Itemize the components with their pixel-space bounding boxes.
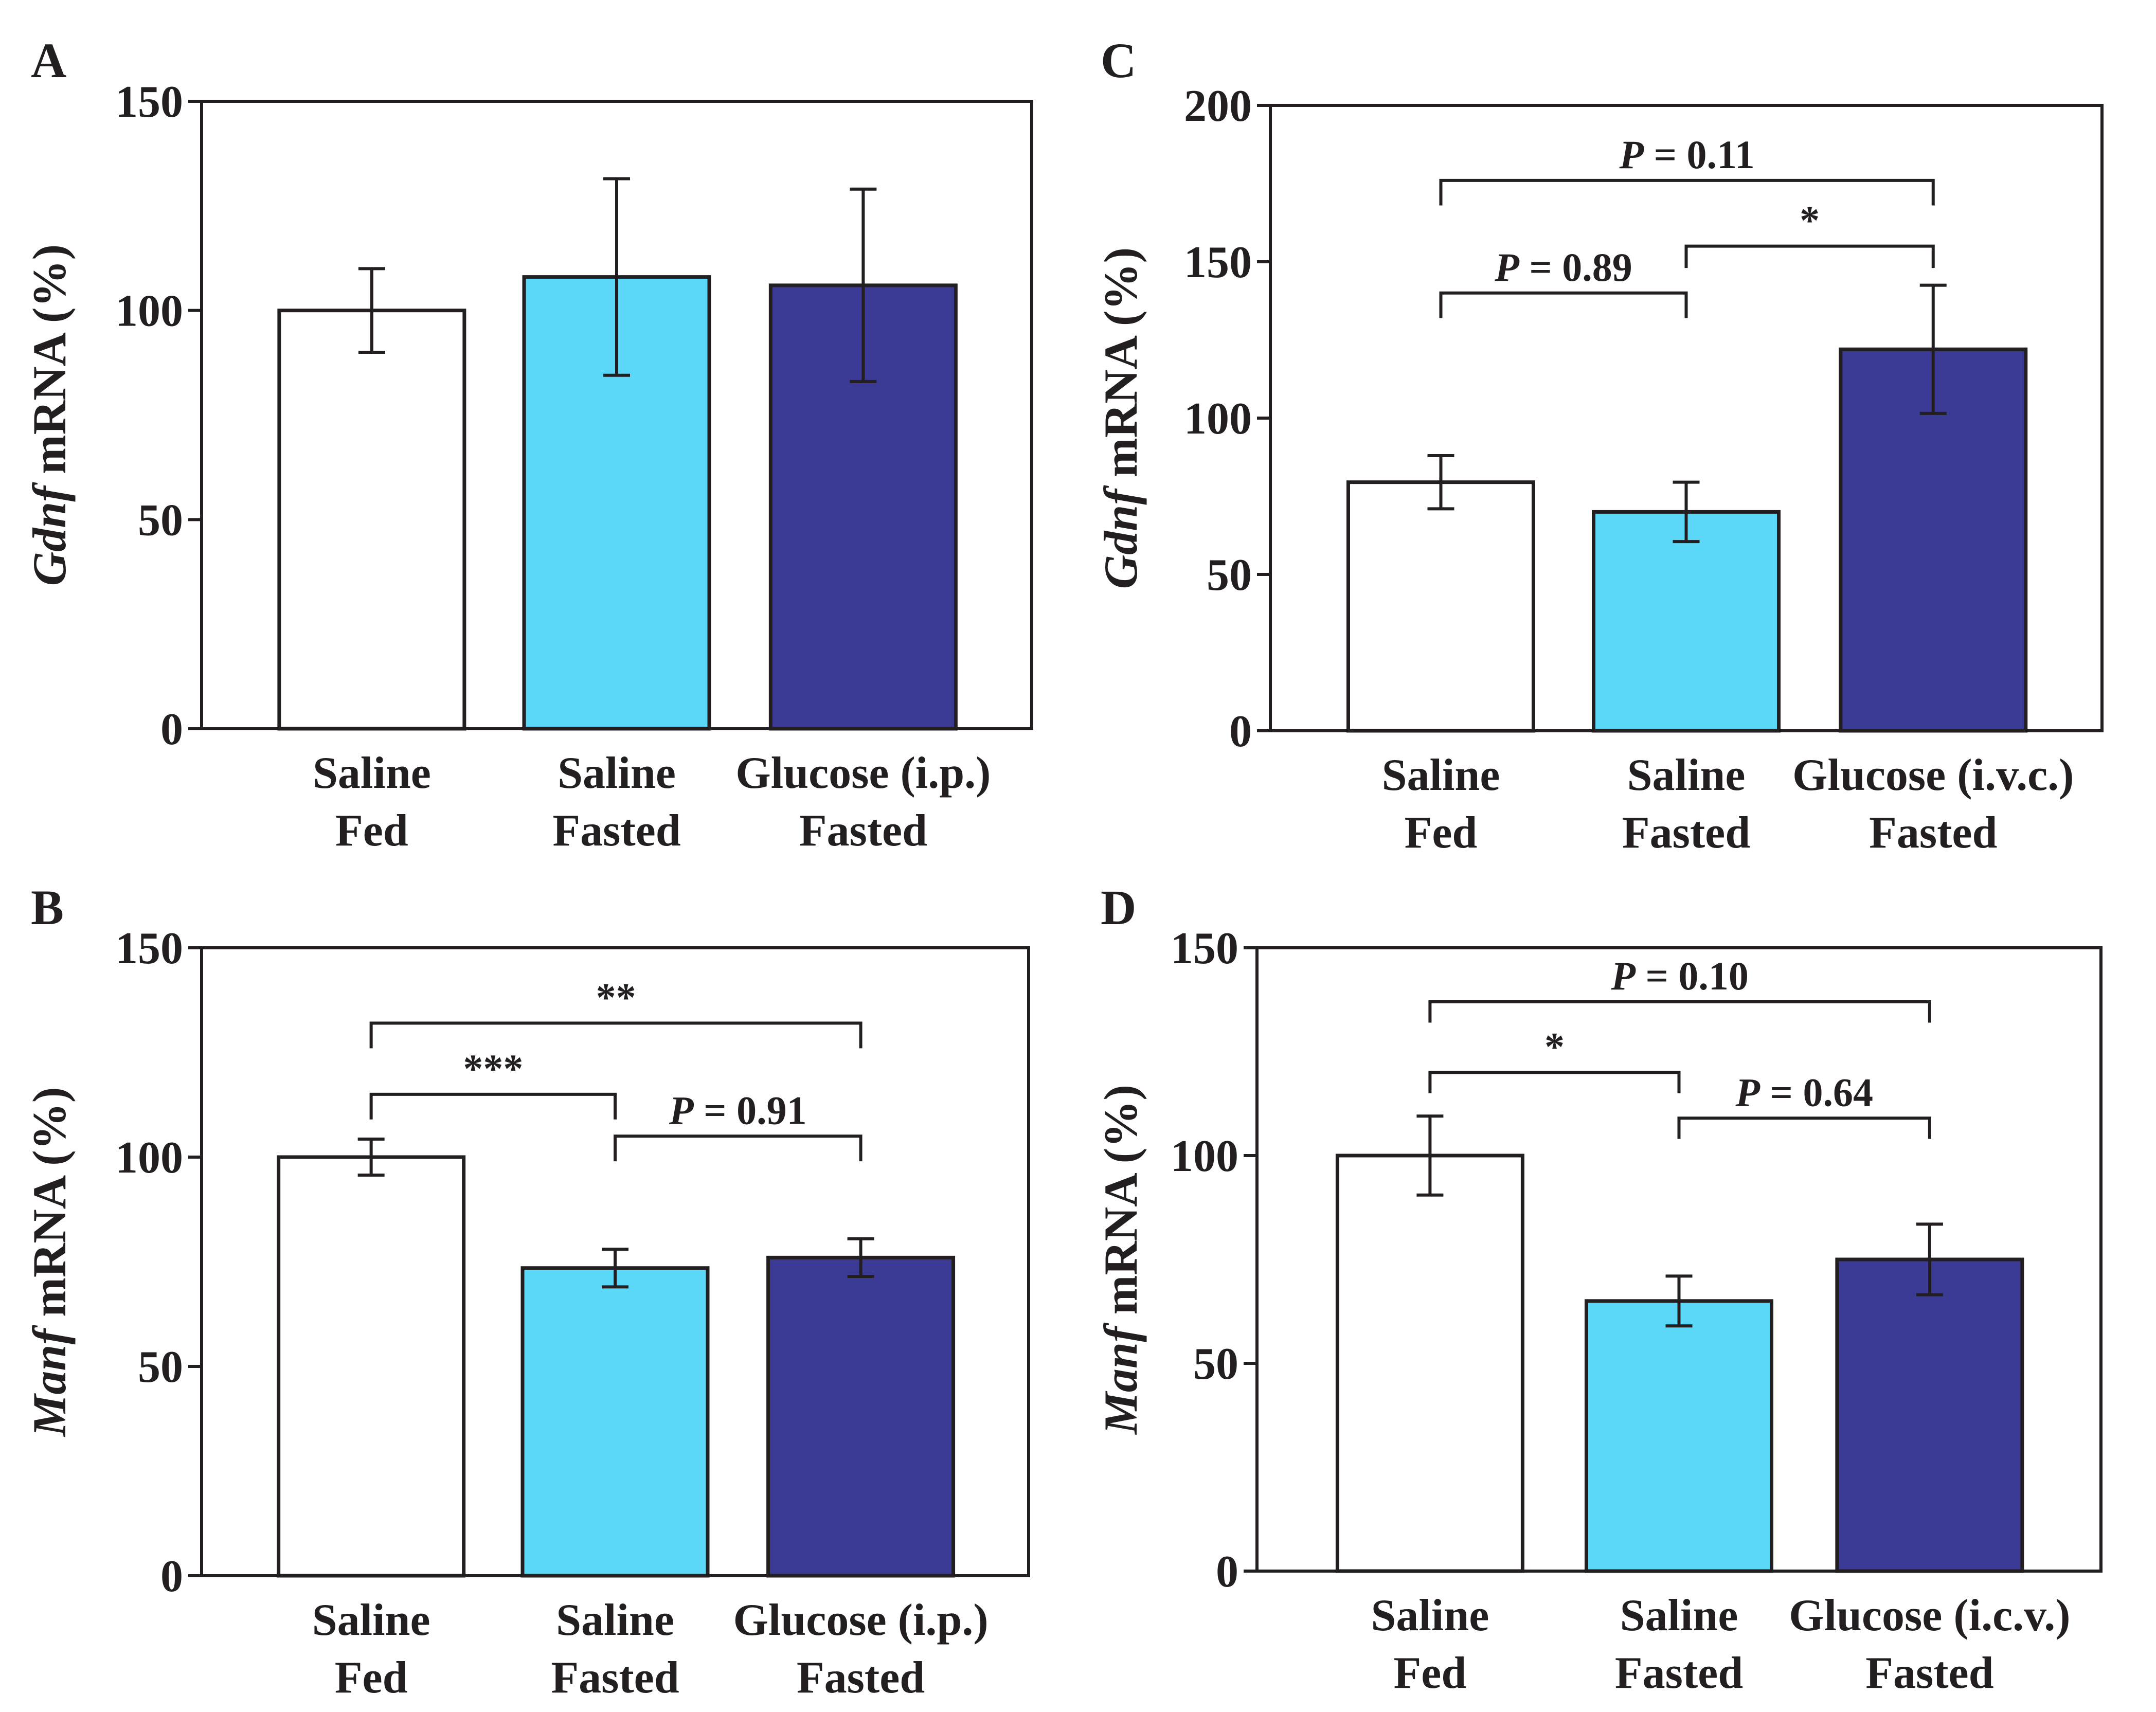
panel-b: B 0 50 100 150 Manf mRNA (%) Saline Fed Saline Fa… [23,880,1030,1703]
y-axis-title: Gdnf mRNA (%) [23,244,76,586]
y-tick-label: 100 [1184,394,1252,444]
category-label: Fasted [552,806,680,856]
panel-letter: C [1101,33,1136,88]
category-label: Glucose (i.p.) [735,748,991,798]
y-tick-label: 150 [115,77,183,127]
category-label: Saline [1627,750,1746,800]
bar-1 [1346,480,1535,733]
category-label: Saline [1371,1591,1489,1641]
category-label: Fasted [1615,1648,1743,1698]
significance-bracket: P = 0.10 [1428,953,1931,1023]
bar-2 [520,1266,710,1578]
category-label: Fasted [1869,808,1997,858]
significance-bracket: P = 0.11 [1439,132,1935,206]
category-label: Fasted [799,806,927,856]
panel-letter: D [1101,880,1136,935]
significance-bracket: ** [369,975,863,1049]
bar-1 [277,309,466,731]
significance-label: P = 0.64 [1735,1070,1873,1114]
significance-bracket: P = 0.89 [1439,245,1688,318]
significance-bracket: P = 0.91 [614,1088,863,1162]
significance-label: P = 0.91 [669,1088,807,1132]
error-bar-3 [1919,283,1947,415]
significance-label: ** [596,975,636,1020]
error-bar-1 [358,267,385,354]
category-label: Saline [1382,750,1500,800]
y-tick-label: 50 [138,495,183,545]
y-tick-label: 150 [115,924,183,974]
category-label: Glucose (i.v.c.) [1792,750,2074,800]
significance-bracket: * [1684,198,1935,268]
y-tick-label: 50 [138,1342,183,1392]
error-bar-2 [1673,480,1700,544]
bar-1 [277,1155,466,1578]
error-bar-1 [1427,454,1454,511]
y-axis-title: Manf mRNA (%) [1094,1085,1147,1435]
y-tick-label: 50 [1207,550,1252,600]
category-label: Fasted [1622,808,1750,858]
y-axis-title: Gdnf mRNA (%) [1094,247,1147,589]
error-bar-2 [602,1248,628,1289]
error-bar-2 [603,177,630,377]
y-axis-title: Manf mRNA (%) [23,1087,76,1438]
category-label: Fasted [551,1653,679,1703]
significance-bracket: * [1428,1024,1681,1093]
category-label: Saline [558,748,676,798]
bar-2 [1585,1299,1773,1573]
category-label: Glucose (i.c.v.) [1789,1591,2070,1641]
error-bar-3 [1916,1222,1943,1296]
significance-label: * [1800,198,1820,243]
plot-frame [1255,946,2103,1573]
category-label: Saline [313,748,431,798]
error-bar-3 [847,1237,874,1278]
significance-label: * [1544,1024,1565,1069]
category-label: Glucose (i.p.) [733,1595,988,1645]
bar-1 [1335,1154,1524,1573]
panel-c: C 0 50 100 150 200 Gdnf mRNA (%) Saline Fed Salin… [1094,33,2104,858]
y-tick-label: 100 [1171,1131,1238,1181]
y-tick-label: 200 [1184,81,1252,131]
bar-3 [1839,347,2028,733]
category-label: Fed [1394,1648,1467,1698]
y-tick-label: 100 [115,286,183,336]
error-bar-2 [1665,1274,1693,1328]
panel-a: A 0 50 100 150 Gdnf mRNA (%) Saline Fed Saline Fa… [23,33,1033,856]
error-bar-1 [1416,1114,1444,1197]
significance-label: P = 0.89 [1494,245,1632,290]
category-label: Saline [556,1595,674,1645]
panel-letter: B [31,880,64,935]
panel-d: D 0 50 100 150 Manf mRNA (%) Saline Fed Saline Fa… [1094,880,2103,1698]
category-label: Saline [312,1595,430,1645]
y-tick-label: 100 [115,1133,183,1183]
significance-label: P = 0.11 [1619,132,1754,177]
y-tick-label: 150 [1184,238,1252,287]
category-label: Fed [335,806,408,856]
y-tick-label: 50 [1193,1339,1238,1389]
significance-bracket: P = 0.64 [1677,1070,1931,1139]
plot-frame [200,100,1033,730]
category-label: Fasted [797,1653,925,1703]
error-bar-3 [850,187,877,383]
bar-3 [766,1255,956,1578]
y-tick-label: 0 [1229,707,1252,756]
category-label: Fasted [1865,1648,1993,1698]
y-tick-label: 0 [1216,1547,1238,1597]
category-label: Fed [335,1653,408,1703]
panel-letter: A [31,33,66,88]
y-tick-label: 150 [1171,924,1238,974]
significance-label: *** [463,1046,523,1091]
plot-frame [200,946,1030,1577]
category-label: Fed [1405,808,1478,858]
category-label: Saline [1620,1591,1738,1641]
y-tick-label: 0 [160,1552,183,1601]
y-tick-label: 0 [160,705,183,754]
bar-2 [1592,510,1781,733]
bar-3 [1835,1257,2024,1573]
error-bar-1 [357,1137,385,1177]
significance-bracket: *** [369,1046,617,1120]
significance-label: P = 0.10 [1610,953,1749,998]
